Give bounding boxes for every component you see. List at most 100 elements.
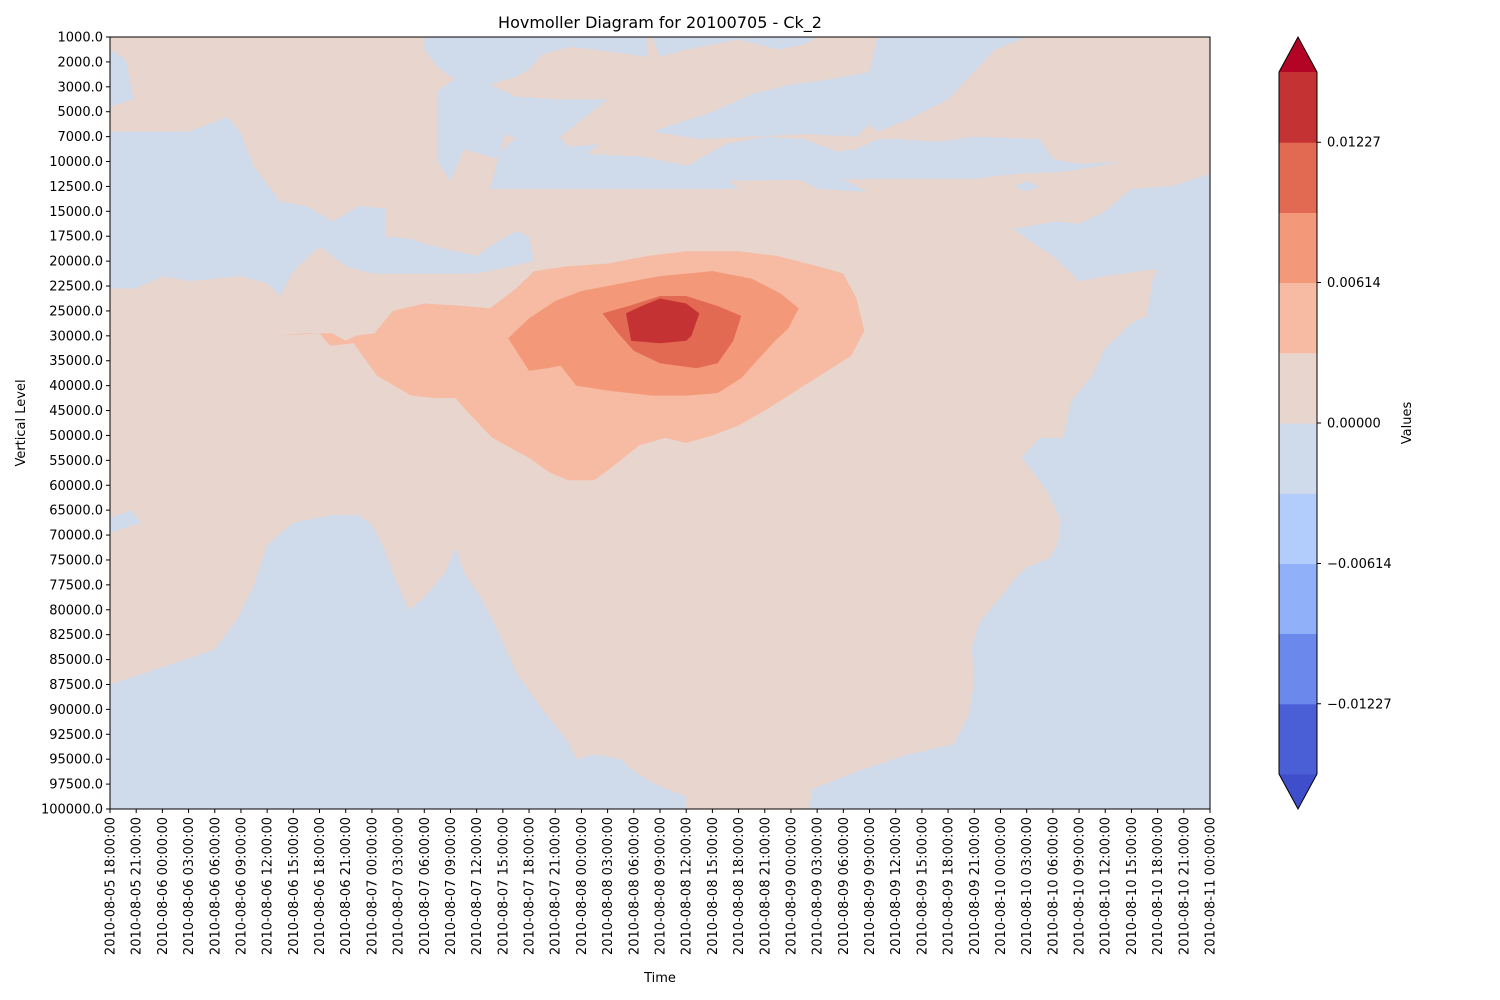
plot-area bbox=[110, 37, 1210, 809]
x-tick-label: 2010-08-08 21:00:00 bbox=[758, 817, 773, 955]
colorbar-extend-max bbox=[1279, 37, 1317, 72]
x-tick-label: 2010-08-08 12:00:00 bbox=[680, 817, 695, 955]
colorbar-segment bbox=[1279, 633, 1317, 705]
x-tick-label: 2010-08-09 18:00:00 bbox=[942, 817, 957, 955]
x-tick-label: 2010-08-08 15:00:00 bbox=[706, 817, 721, 955]
x-tick-label: 2010-08-07 06:00:00 bbox=[418, 817, 433, 955]
contour-region bbox=[626, 298, 700, 344]
y-tick-label: 82500.0 bbox=[49, 628, 103, 643]
y-tick-label: 17500.0 bbox=[49, 230, 103, 245]
y-tick-label: 92500.0 bbox=[49, 728, 103, 743]
x-tick-label: 2010-08-07 12:00:00 bbox=[470, 817, 485, 955]
chart-title: Hovmoller Diagram for 20100705 - Ck_2 bbox=[498, 13, 822, 33]
contour-region bbox=[652, 37, 1027, 140]
colorbar-extend-min bbox=[1279, 774, 1317, 809]
colorbar-tick-label: −0.01227 bbox=[1327, 697, 1392, 712]
y-tick-label: 30000.0 bbox=[49, 329, 103, 344]
y-tick-label: 97500.0 bbox=[49, 778, 103, 793]
x-tick-label: 2010-08-08 03:00:00 bbox=[601, 817, 616, 955]
x-tick-label: 2010-08-10 03:00:00 bbox=[1020, 817, 1035, 955]
x-tick-label: 2010-08-10 21:00:00 bbox=[1177, 817, 1192, 955]
colorbar-tick-label: −0.00614 bbox=[1327, 557, 1392, 572]
contour-region bbox=[110, 515, 687, 809]
colorbar-segment bbox=[1279, 142, 1317, 213]
x-tick-label: 2010-08-09 06:00:00 bbox=[837, 817, 852, 955]
y-axis-label: Vertical Level bbox=[14, 379, 29, 466]
contour-region bbox=[424, 37, 647, 85]
colorbar-segment bbox=[1279, 212, 1317, 284]
y-tick-label: 90000.0 bbox=[49, 703, 103, 718]
y-tick-label: 50000.0 bbox=[49, 429, 103, 444]
x-tick-label: 2010-08-06 15:00:00 bbox=[287, 817, 302, 955]
x-tick-label: 2010-08-07 09:00:00 bbox=[444, 817, 459, 955]
y-tick-label: 2000.0 bbox=[58, 55, 104, 70]
y-tick-label: 80000.0 bbox=[49, 603, 103, 618]
x-tick-label: 2010-08-06 09:00:00 bbox=[234, 817, 249, 955]
colorbar-tick-label: 0.00614 bbox=[1327, 276, 1381, 291]
contour-region bbox=[660, 136, 1127, 182]
y-tick-label: 100000.0 bbox=[41, 803, 103, 818]
x-tick-label: 2010-08-10 12:00:00 bbox=[1099, 817, 1114, 955]
x-tick-label: 2010-08-09 03:00:00 bbox=[811, 817, 826, 955]
y-tick-label: 7000.0 bbox=[58, 130, 104, 145]
x-axis: 2010-08-05 18:00:00 2010-08-05 21:00:00 20… bbox=[104, 809, 1219, 955]
contour-region bbox=[652, 37, 818, 57]
y-tick-label: 85000.0 bbox=[49, 653, 103, 668]
contour-region bbox=[110, 116, 535, 296]
y-tick-label: 22500.0 bbox=[49, 280, 103, 295]
x-tick-label: 2010-08-05 18:00:00 bbox=[104, 817, 119, 955]
colorbar-segment bbox=[1279, 563, 1317, 635]
x-tick-label: 2010-08-09 15:00:00 bbox=[915, 817, 930, 955]
x-tick-label: 2010-08-07 03:00:00 bbox=[392, 817, 407, 955]
y-tick-label: 35000.0 bbox=[49, 354, 103, 369]
y-tick-label: 20000.0 bbox=[49, 255, 103, 270]
x-tick-label: 2010-08-08 09:00:00 bbox=[654, 817, 669, 955]
y-tick-label: 3000.0 bbox=[58, 80, 104, 95]
x-tick-label: 2010-08-06 03:00:00 bbox=[182, 817, 197, 955]
y-tick-label: 95000.0 bbox=[49, 753, 103, 768]
x-tick-label: 2010-08-08 06:00:00 bbox=[627, 817, 642, 955]
colorbar: −0.01227 −0.00614 0.00000 0.00614 0.01227 bbox=[1278, 35, 1392, 811]
x-tick-label: 2010-08-06 12:00:00 bbox=[261, 817, 276, 955]
contour-region bbox=[809, 174, 1210, 809]
y-tick-label: 40000.0 bbox=[49, 379, 103, 394]
y-axis: 1000.0 2000.0 3000.0 5000.0 7000.0 10000.0 125… bbox=[41, 31, 110, 818]
y-tick-label: 12500.0 bbox=[49, 180, 103, 195]
y-tick-label: 70000.0 bbox=[49, 529, 103, 544]
x-tick-label: 2010-08-08 00:00:00 bbox=[575, 817, 590, 955]
x-tick-label: 2010-08-07 18:00:00 bbox=[523, 817, 538, 955]
colorbar-label: Values bbox=[1400, 402, 1415, 445]
y-tick-label: 15000.0 bbox=[49, 205, 103, 220]
colorbar-tick-label: 0.01227 bbox=[1327, 136, 1381, 151]
x-tick-label: 2010-08-09 12:00:00 bbox=[889, 817, 904, 955]
y-tick-label: 25000.0 bbox=[49, 304, 103, 319]
colorbar-segment bbox=[1279, 703, 1317, 775]
y-tick-label: 60000.0 bbox=[49, 479, 103, 494]
contour-region bbox=[110, 49, 134, 107]
x-tick-label: 2010-08-10 09:00:00 bbox=[1073, 817, 1088, 955]
y-tick-label: 77500.0 bbox=[49, 578, 103, 593]
x-tick-label: 2010-08-07 15:00:00 bbox=[496, 817, 511, 955]
y-tick-label: 75000.0 bbox=[49, 553, 103, 568]
contour-region bbox=[1013, 181, 1040, 192]
contour-region bbox=[798, 176, 867, 192]
y-tick-label: 5000.0 bbox=[58, 105, 104, 120]
colorbar-segment bbox=[1279, 282, 1317, 354]
colorbar-segment bbox=[1279, 493, 1317, 564]
y-tick-label: 1000.0 bbox=[58, 31, 104, 46]
x-tick-label: 2010-08-05 21:00:00 bbox=[130, 817, 145, 955]
y-tick-label: 10000.0 bbox=[49, 155, 103, 170]
y-tick-label: 45000.0 bbox=[49, 404, 103, 419]
x-axis-label: Time bbox=[643, 971, 676, 986]
x-tick-label: 2010-08-08 18:00:00 bbox=[732, 817, 747, 955]
x-tick-label: 2010-08-06 06:00:00 bbox=[208, 817, 223, 955]
x-tick-label: 2010-08-10 06:00:00 bbox=[1046, 817, 1061, 955]
x-tick-label: 2010-08-10 00:00:00 bbox=[994, 817, 1009, 955]
x-tick-label: 2010-08-06 21:00:00 bbox=[339, 817, 354, 955]
x-tick-label: 2010-08-07 21:00:00 bbox=[549, 817, 564, 955]
colorbar-segment bbox=[1279, 72, 1317, 143]
x-tick-label: 2010-08-06 00:00:00 bbox=[156, 817, 171, 955]
y-tick-label: 87500.0 bbox=[49, 678, 103, 693]
x-tick-label: 2010-08-10 15:00:00 bbox=[1125, 817, 1140, 955]
